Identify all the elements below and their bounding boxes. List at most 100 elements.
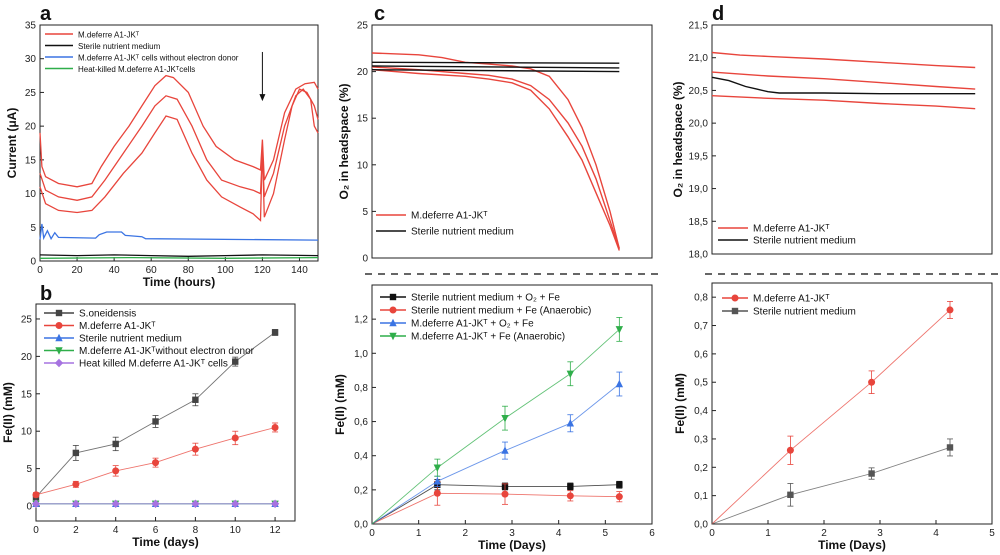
y-tick-label: 15 [25, 155, 37, 166]
y-tick-label: 25 [21, 314, 33, 325]
x-axis-label: Time (days) [132, 535, 198, 549]
legend-marker [389, 293, 397, 301]
y-tick-label: 15 [21, 389, 33, 400]
x-axis-label: Time (Days) [478, 538, 546, 552]
data-point-2-2 [501, 446, 509, 454]
y-tick-label: 0,4 [354, 451, 368, 462]
legend-label-0: M.deferre A1-JKᵀ [753, 294, 830, 305]
series-line-0-1 [711, 71, 976, 90]
x-axis-label: Time (hours) [143, 275, 215, 289]
legend-label-3: M.deferre A1-JKᵀwithout electron donor [79, 346, 255, 357]
series-line-0-0 [39, 74, 319, 188]
plot-frame [371, 24, 653, 259]
legend-label-1: Sterile nutrient medium + Fe (Anaerobic) [411, 306, 591, 317]
data-point-3-2 [501, 414, 509, 423]
series-line-1-0 [371, 61, 620, 64]
y-tick-label: 0,5 [694, 378, 708, 389]
legend-label-1: Sterile nutrient medium [78, 42, 161, 51]
legend-label-0: S.oneidensis [79, 309, 136, 320]
y-tick-label: 30 [25, 54, 37, 65]
y-tick-label: 5 [30, 223, 36, 234]
data-point-1-2 [868, 470, 875, 477]
data-point-4-6 [270, 499, 280, 508]
legend-marker [389, 306, 397, 314]
series-line-1 [371, 492, 620, 525]
y-tick-label: 5 [362, 207, 368, 218]
legend-label-1: M.deferre A1-JKᵀ [79, 321, 156, 332]
data-point-0-4 [192, 396, 199, 403]
data-point-4-4 [191, 499, 200, 508]
x-tick-label: 5 [603, 528, 609, 539]
legend-marker [54, 358, 64, 368]
y-tick-label: 19,0 [689, 184, 709, 195]
y-tick-label: 0,2 [694, 463, 708, 474]
y-tick-label: 0,0 [354, 520, 368, 531]
y-tick-label: 15 [357, 114, 369, 125]
x-tick-label: 4 [113, 525, 119, 536]
legend-label-0: Sterile nutrient medium + O₂ + Fe [411, 293, 560, 304]
panel-d-fe-chart: 0,0 0,1 0,2 0,3 0,4 0,5 0,6 0,7 0,8 0 1 2 3 4 5 Time (D… [673, 282, 995, 552]
y-tick-label: 21,5 [689, 21, 709, 32]
data-point-1-0 [32, 491, 40, 499]
y-tick-label: 20,0 [689, 119, 709, 130]
legend-label-1: Sterile nutrient medium [753, 236, 856, 247]
series-line-0-2 [711, 95, 976, 110]
x-tick-label: 120 [254, 265, 271, 276]
y-tick-label: 19,5 [689, 151, 709, 162]
y-tick-label: 0,8 [354, 383, 368, 394]
y-tick-label: 20,5 [689, 86, 709, 97]
data-point-4-5 [231, 499, 240, 508]
series-line-0 [371, 484, 620, 525]
x-tick-label: 60 [146, 265, 158, 276]
x-tick-label: 80 [183, 265, 195, 276]
y-axis-label: Fe(II) (mM) [673, 373, 687, 434]
y-tick-label: 20 [25, 122, 37, 133]
data-point-0-1 [72, 449, 80, 457]
panel-label-a: a [40, 3, 52, 25]
series-line-0-0 [371, 52, 620, 249]
panel-label-c: c [374, 3, 385, 25]
legend-label-4: Heat killed M.deferre A1-JKᵀ cells [79, 359, 228, 370]
y-tick-label: 0,7 [694, 321, 708, 332]
legend-label-0: M.deferre A1-JKᵀ [78, 31, 140, 40]
x-tick-label: 140 [291, 265, 308, 276]
x-tick-label: 1 [765, 528, 771, 539]
y-tick-label: 1,0 [354, 349, 368, 360]
data-point-4-3 [151, 499, 160, 508]
series-line-3-0 [39, 256, 319, 259]
series-line-2-0 [39, 223, 319, 241]
x-tick-label: 20 [72, 265, 84, 276]
annotation-arrow-head [259, 94, 266, 102]
panel-b-fe-chart: 0 5 10 15 20 25 0 2 4 6 8 10 12 Time (days) Fe(II) (mM… [1, 303, 296, 549]
legend-label-1: Sterile nutrient medium [411, 227, 514, 238]
y-tick-label: 35 [25, 21, 37, 32]
legend-label-2: M.deferre A1-JKᵀ + O₂ + Fe [411, 319, 534, 330]
data-point-3-1 [433, 464, 442, 472]
data-point-0-5 [232, 358, 239, 365]
panel-a-current-chart: 0 5 10 15 20 25 30 35 0 20 40 60 80 100 120 140 Time (ho… [5, 21, 319, 289]
y-tick-label: 25 [25, 88, 37, 99]
data-point-2-3 [566, 419, 575, 427]
y-tick-label: 0 [30, 257, 36, 268]
y-tick-label: 25 [357, 21, 369, 32]
series-line-0-1 [371, 66, 620, 249]
series-line-0-2 [371, 69, 620, 251]
legend-marker [731, 294, 739, 302]
data-point-4-2 [111, 499, 120, 508]
panel-label-b: b [40, 283, 52, 305]
series-line-1-0 [711, 76, 976, 95]
y-tick-label: 20 [21, 352, 33, 363]
series-line-1-0 [39, 254, 319, 257]
data-point-0-4 [616, 481, 623, 488]
series-line-3 [371, 329, 620, 525]
series-line-0 [711, 309, 951, 525]
data-point-1-4 [191, 445, 199, 453]
data-point-2-4 [615, 379, 624, 388]
legend-label-0: M.deferre A1-JKᵀ [753, 224, 830, 235]
data-point-1-4 [615, 493, 623, 501]
legend-marker [731, 307, 739, 315]
series-line-1 [711, 446, 951, 525]
data-point-1-5 [231, 434, 239, 442]
data-point-0-3 [946, 306, 954, 314]
